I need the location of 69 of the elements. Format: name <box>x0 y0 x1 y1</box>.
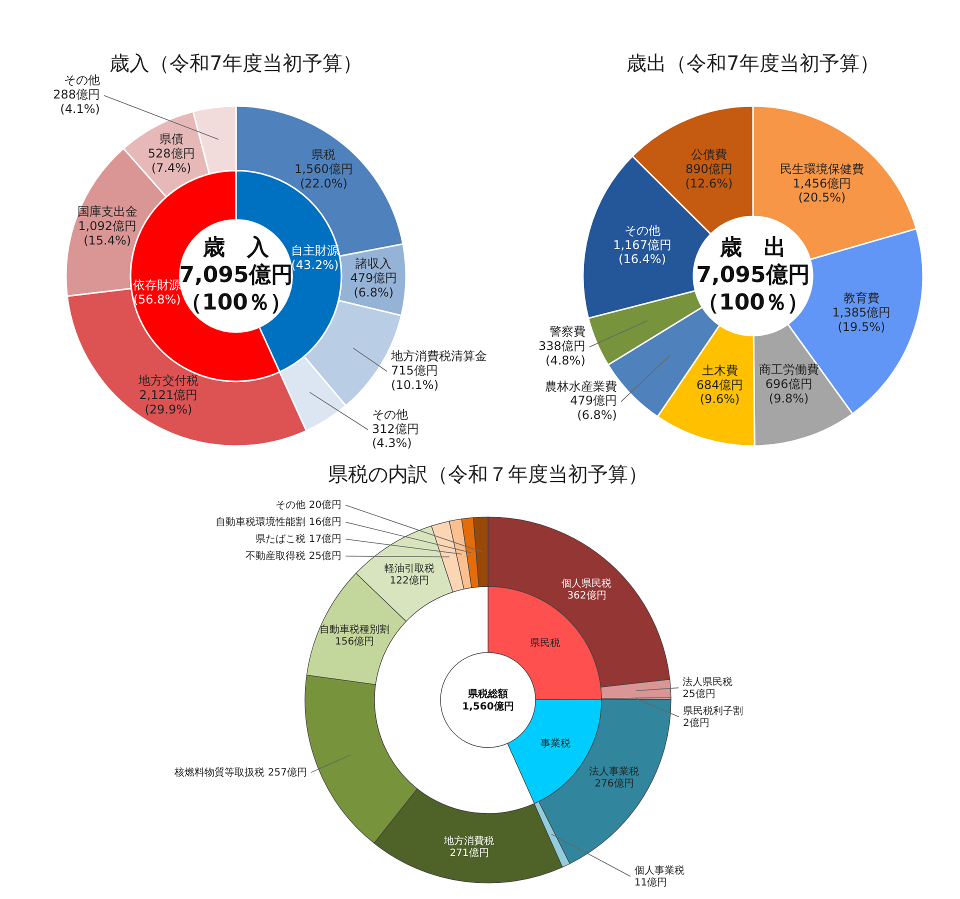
data-label: 156億円 <box>335 635 374 648</box>
data-label: 696億円 (9.8%) <box>765 377 812 406</box>
text: 歳 入 <box>202 236 270 261</box>
slice-label: 農林水産業費 <box>545 380 617 394</box>
data-label: 528億円 (7.4%) <box>148 146 195 176</box>
slice-label: 法人事業税 <box>589 765 640 778</box>
slice-label: その他 <box>372 408 408 422</box>
data-label: 276億円 <box>594 777 634 790</box>
data-label: 271億円 <box>450 846 489 859</box>
text: 歳 出 <box>719 236 786 261</box>
slice-label: 地方消費税 <box>443 834 494 847</box>
slice-label: 個人県民税 <box>562 577 612 590</box>
slice-label: 自主財源 <box>290 244 339 258</box>
data-label: 1,560億円 (22.0%) <box>294 162 353 191</box>
data-label: 338億円 (4.8%) <box>538 339 586 368</box>
data-label: 1,456億円 (20.5%) <box>792 176 852 205</box>
text: 7,095億円 <box>179 263 293 288</box>
slice-label: 自動車税種別割 <box>320 623 390 636</box>
data-label: (43.2%) <box>291 258 339 272</box>
slice-label: 法人県民税 <box>682 676 733 688</box>
text: （100％） <box>697 290 809 316</box>
slice-label: 県民税利子割 <box>682 704 743 717</box>
data-label: 715億円 (10.1%) <box>391 364 438 392</box>
slice-label: 地方交付税 <box>137 374 198 388</box>
text: 7,095億円 <box>696 263 810 288</box>
slice-label: 核燃料物質等取扱税 257億円 <box>174 766 307 778</box>
data-label: 2億円 <box>682 716 710 729</box>
slice-label: 県たばこ税 17億円 <box>256 532 342 545</box>
slice-label: 不動産取得税 25億円 <box>246 550 342 562</box>
slice-label: 商工労働費 <box>758 362 819 377</box>
text: （100％） <box>180 290 292 316</box>
data-label: 288億円 (4.1%) <box>53 88 100 116</box>
chart-title: 県税の内訳（令和７年度当初予算） <box>328 462 648 486</box>
data-label: 684億円 (9.6%) <box>696 378 744 407</box>
data-label: 2,121億円 (29.9%) <box>139 388 198 417</box>
data-label: 11億円 <box>634 876 668 888</box>
slice-label: 自動車税環境性能割 16億円 <box>216 516 342 528</box>
text: 1,560億円 <box>462 700 514 712</box>
data-label: 479億円 (6.8%) <box>570 394 617 422</box>
slice-label: 教育費 <box>843 291 880 306</box>
slice-label: 諸収入 <box>356 257 392 272</box>
slice-label: 個人事業税 <box>634 864 684 876</box>
data-label: 1,092億円 (15.4%) <box>78 219 137 248</box>
slice-label: 民生環境保健費 <box>780 162 864 176</box>
data-label: 890億円 (12.6%) <box>685 162 733 191</box>
slice-label: 警察費 <box>549 324 586 339</box>
data-label: 312億円 (4.3%) <box>372 422 419 450</box>
slice-label: 県債 <box>159 132 184 146</box>
data-label: 1,385億円 (19.5%) <box>832 306 891 334</box>
chart-title: 歳出（令和7年度当初予算） <box>626 51 880 75</box>
slice-label: その他 <box>624 224 660 238</box>
data-label: 479億円 (6.8%) <box>350 271 398 300</box>
chart-title: 歳入（令和7年度当初予算） <box>110 51 362 75</box>
slice-label: 土木費 <box>702 364 738 378</box>
text: 県税総額 <box>467 687 508 700</box>
slice-label: 国庫支出金 <box>77 204 138 219</box>
data-label: 25億円 <box>682 688 716 700</box>
slice-label: その他 20億円 <box>276 498 342 511</box>
data-label: 122億円 <box>390 574 429 586</box>
slice-label: 公債費 <box>690 148 727 162</box>
slice-label: 軽油引取税 <box>384 562 434 574</box>
data-label: 362億円 <box>567 589 606 602</box>
slice-label: 事業税 <box>540 737 571 750</box>
slice-label: 県税 <box>312 148 336 162</box>
data-label: 1,167億円 (16.4%) <box>613 238 672 267</box>
slice-label: 地方消費税清算金 <box>390 349 488 364</box>
data-label: (56.8%) <box>133 292 181 307</box>
slice-label: 県民税 <box>530 636 560 649</box>
slice-label: その他 <box>64 73 100 88</box>
